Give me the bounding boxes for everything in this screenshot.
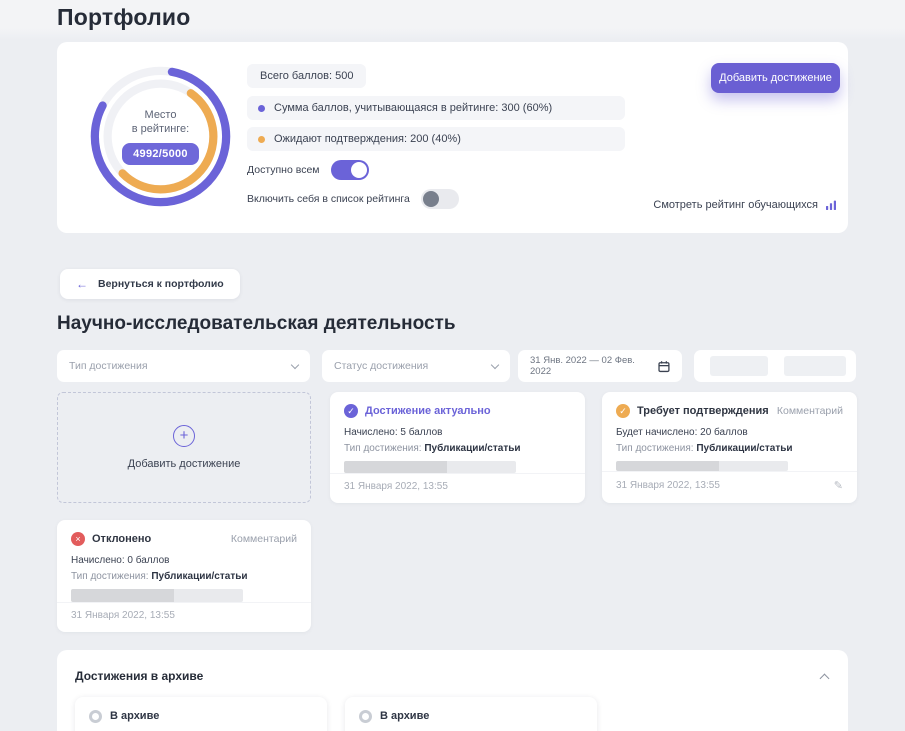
rank-label: Место (144, 109, 177, 121)
achievement-type: Тип достижения: Публикации/статьи (71, 571, 248, 582)
redacted-text-bar (71, 589, 243, 602)
orange-dot-icon (258, 135, 265, 143)
achievement-status-label: Достижение актуально (365, 405, 491, 417)
rank-value-badge: 4992/5000 (122, 143, 199, 165)
add-achievement-card[interactable]: + Добавить достижение (57, 392, 311, 503)
achievement-type: Тип достижения: Публикации/статьи (616, 443, 793, 454)
achievement-type-select[interactable]: Тип достижения (57, 350, 310, 382)
collapse-chevron-icon[interactable] (819, 673, 830, 683)
achievement-date: 31 Января 2022, 13:55 (616, 480, 720, 491)
achievement-status-select[interactable]: Статус достижения (322, 350, 510, 382)
rating-arc (90, 66, 231, 207)
points-stats: Всего баллов: 500 Сумма баллов, учитываю… (247, 64, 625, 209)
achievement-date: 31 Января 2022, 13:55 (71, 610, 175, 621)
rating-points-row: Сумма баллов, учитывающаяся в рейтинге: … (247, 96, 625, 120)
total-points: Всего баллов: 500 (247, 64, 367, 88)
chevron-down-icon (290, 360, 300, 369)
plus-circle-icon: + (173, 425, 195, 447)
achievement-points: Начислено: 5 баллов (344, 427, 443, 438)
date-range-value: 31 Янв. 2022 — 02 Фев. 2022 (530, 355, 635, 377)
add-achievement-button[interactable]: Добавить достижение (711, 63, 840, 93)
back-to-portfolio-button[interactable]: ← Вернуться к портфолио (60, 269, 240, 299)
achievement-type: Тип достижения: Публикации/статьи (344, 443, 521, 454)
status-pending-icon: ✓ (616, 404, 630, 418)
comment-link[interactable]: Комментарий (776, 405, 843, 417)
rating-list-toggle-label: Включить себя в список рейтинга (247, 193, 410, 205)
redacted-filter-content (784, 356, 846, 376)
archived-achievement-card[interactable]: В архиве (75, 697, 327, 731)
achievement-points: Будет начислено: 20 баллов (616, 427, 748, 438)
rating-points-label: Сумма баллов, учитывающаяся в рейтинге: … (274, 102, 553, 114)
back-arrow-icon: ← (76, 277, 88, 291)
rank-donut-chart: Место в рейтинге: 4992/5000 (83, 59, 238, 214)
achievement-card-actual[interactable]: ✓ Достижение актуально Начислено: 5 балл… (330, 392, 585, 503)
bar-chart-icon (826, 200, 836, 210)
redacted-text-bar (616, 461, 788, 471)
achievement-points: Начислено: 0 баллов (71, 555, 170, 566)
status-approved-icon: ✓ (344, 404, 358, 418)
achievement-card-pending[interactable]: ✓ Требует подтверждения Комментарий Буде… (602, 392, 857, 503)
view-rating-link[interactable]: Смотреть рейтинг обучающихся (653, 199, 837, 211)
pending-arc (103, 79, 218, 194)
achievement-date: 31 Января 2022, 13:55 (344, 481, 448, 492)
achievement-status-label: Отклонено (92, 533, 152, 545)
visibility-toggle[interactable] (330, 160, 369, 180)
toggle-knob (422, 191, 439, 207)
chevron-down-icon (490, 360, 500, 369)
visibility-toggle-label: Доступно всем (247, 164, 320, 176)
rating-summary-card: Место в рейтинге: 4992/5000 Всего баллов… (57, 42, 848, 233)
purple-dot-icon (258, 104, 265, 112)
redacted-filter-content (710, 356, 768, 376)
date-range-picker[interactable]: 31 Янв. 2022 — 02 Фев. 2022 (518, 350, 682, 382)
page-title: Портфолио (57, 4, 191, 30)
donut-rings-svg (90, 66, 231, 207)
view-rating-label: Смотреть рейтинг обучающихся (653, 199, 818, 211)
achievement-status-label: Требует подтверждения (637, 405, 769, 417)
pending-points-row: Ожидают подтверждения: 200 (40%) (247, 127, 625, 151)
status-rejected-icon: × (71, 532, 85, 546)
comment-link[interactable]: Комментарий (230, 533, 297, 545)
archive-title: Достижения в архиве (75, 669, 204, 683)
filter-extra[interactable] (694, 350, 856, 382)
archive-status-icon (359, 710, 372, 723)
archive-status-icon (89, 710, 102, 723)
toggle-knob (350, 162, 367, 178)
section-title: Научно-исследовательская деятельность (57, 313, 456, 334)
redacted-text-bar (344, 461, 516, 473)
archived-achievement-card[interactable]: В архиве (345, 697, 597, 731)
rating-list-toggle[interactable] (420, 189, 459, 209)
achievement-card-rejected[interactable]: × Отклонено Комментарий Начислено: 0 бал… (57, 520, 311, 632)
archive-section: Достижения в архиве В архиве В архиве (57, 650, 848, 731)
edit-icon[interactable]: ✎ (833, 480, 843, 492)
rank-label-2: в рейтинге: (131, 123, 190, 135)
calendar-icon (658, 360, 670, 372)
pending-points-label: Ожидают подтверждения: 200 (40%) (274, 133, 461, 145)
